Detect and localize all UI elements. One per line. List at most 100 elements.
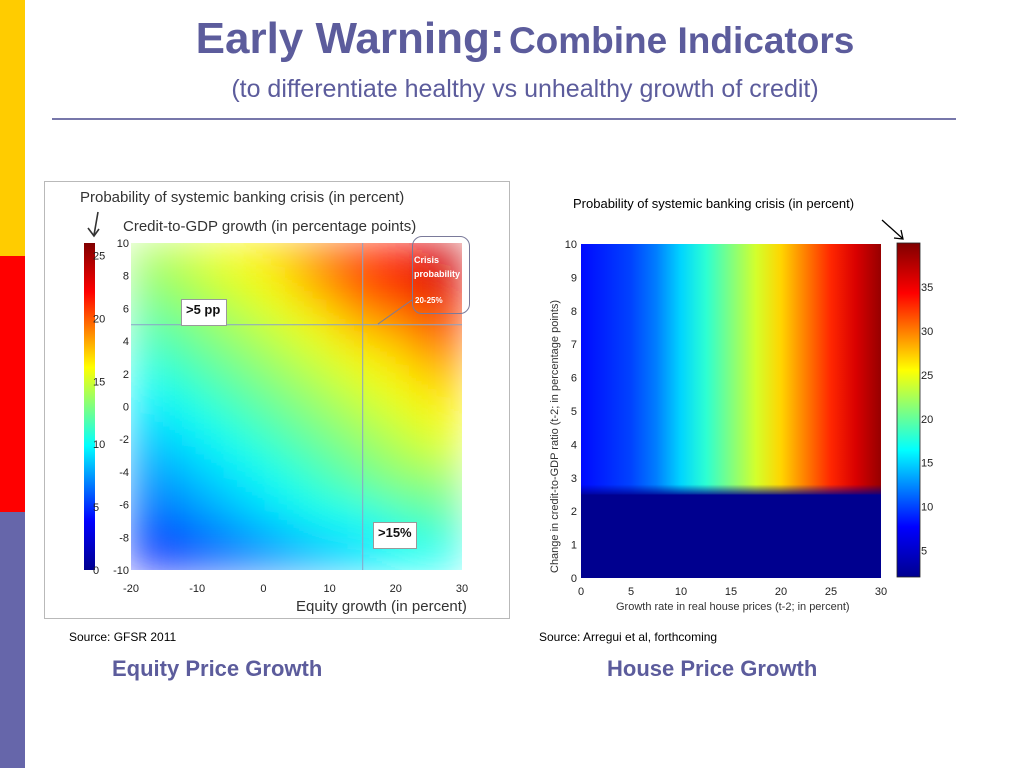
left-source-note: Source: GFSR 2011 <box>69 630 177 644</box>
equity-threshold-annotation: >15% <box>373 522 417 549</box>
left-heatmap-cell <box>254 536 298 570</box>
left-heatmap-cell <box>131 438 174 473</box>
left-heatmap-cell <box>171 243 215 277</box>
left-heatmap-cell <box>254 503 298 539</box>
left-chart-subtitle: Credit-to-GDP growth (in percentage poin… <box>123 218 416 235</box>
slide-title: Early Warning: Combine Indicators <box>25 14 1024 64</box>
right-colorbar-tick-label: 5 <box>921 546 927 558</box>
left-heatmap-cell <box>131 340 174 375</box>
left-heatmap-cell <box>171 405 215 441</box>
left-heatmap-cell <box>131 372 174 408</box>
left-heatmap-cell <box>336 274 381 310</box>
left-heatmap-cell <box>131 503 174 539</box>
left-heatmap-cell <box>131 274 174 310</box>
title-divider <box>52 118 956 120</box>
left-heatmap-cell <box>378 438 422 473</box>
right-y-tick-label: 0 <box>571 573 577 585</box>
right-y-tick-label: 7 <box>571 339 577 351</box>
left-heatmap-cell <box>295 372 339 408</box>
right-x-tick-label: 0 <box>578 586 584 598</box>
left-heatmap-cell <box>295 536 339 570</box>
left-heatmap-chart: Probability of systemic banking crisis (… <box>80 189 468 615</box>
right-x-tick-label: 10 <box>675 586 687 598</box>
right-x-axis-title: Growth rate in real house prices (t-2; i… <box>616 601 850 613</box>
accent-bar-yellow <box>0 0 25 256</box>
left-heatmap-cell <box>419 438 462 473</box>
left-colorbar-tick-label: 5 <box>93 502 99 514</box>
left-x-tick-label: 20 <box>390 583 402 595</box>
left-heatmap-cell <box>171 372 215 408</box>
right-y-tick-label: 2 <box>571 506 577 518</box>
right-colorbar-tick-label: 15 <box>921 458 933 470</box>
right-heatmap-upper <box>581 244 881 495</box>
left-heatmap-cell <box>171 470 215 506</box>
slide-subtitle: (to differentiate healthy vs unhealthy g… <box>231 75 819 103</box>
left-y-tick-label: 4 <box>123 336 129 348</box>
left-x-tick-label: 30 <box>456 583 468 595</box>
right-x-tick-label: 20 <box>775 586 787 598</box>
left-heatmap-cell <box>171 503 215 539</box>
right-x-tick-label: 30 <box>875 586 887 598</box>
right-y-tick-label: 1 <box>571 540 577 552</box>
left-heatmap-cell <box>212 372 257 408</box>
left-heatmap-cell <box>419 372 462 408</box>
right-source-note: Source: Arregui et al, forthcoming <box>539 630 718 644</box>
crisis-callout-box <box>412 236 470 314</box>
left-colorbar-tick-label: 0 <box>93 565 99 577</box>
right-x-tick-label: 15 <box>725 586 737 598</box>
left-heatmap-cell <box>131 470 174 506</box>
right-y-tick-label: 5 <box>571 406 577 418</box>
left-x-axis-title: Equity growth (in percent) <box>296 598 467 615</box>
left-y-tick-label: 0 <box>123 402 129 414</box>
slide-title-sub: Combine Indicators <box>508 20 855 61</box>
left-heatmap-cell <box>295 438 339 473</box>
left-heatmap-cell <box>419 503 462 539</box>
left-x-tick-label: 0 <box>260 583 266 595</box>
left-heatmap-cell <box>254 405 298 441</box>
left-heatmap-cell <box>336 340 381 375</box>
right-y-axis-title: Change in credit-to-GDP ratio (t-2; in p… <box>549 300 561 573</box>
left-y-tick-label: -2 <box>119 434 129 446</box>
right-heatmap-transition <box>581 484 881 497</box>
left-heatmap-cell <box>254 438 298 473</box>
left-heatmap-cell <box>212 470 257 506</box>
right-y-tick-label: 6 <box>571 373 577 385</box>
right-arrow-icon <box>881 219 904 240</box>
left-heatmap-cell <box>254 470 298 506</box>
left-heatmap-cell <box>378 340 422 375</box>
left-colorbar-tick-label: 15 <box>93 376 105 388</box>
right-y-tick-label: 8 <box>571 306 577 318</box>
left-heatmap-cell <box>419 274 462 310</box>
left-heatmap-cell <box>295 274 339 310</box>
left-y-tick-label: -8 <box>119 532 129 544</box>
left-heatmap-cell <box>171 340 215 375</box>
left-heatmap-cell <box>212 536 257 570</box>
right-colorbar-title: Probability of systemic banking crisis (… <box>573 196 855 211</box>
left-heatmap-cell <box>419 536 462 570</box>
left-x-tick-label: -10 <box>189 583 205 595</box>
left-colorbar-tick-label: 25 <box>93 251 105 263</box>
left-heatmap-cell <box>254 274 298 310</box>
left-colorbar-tick-label: 10 <box>93 439 105 451</box>
right-x-tick-label: 5 <box>628 586 634 598</box>
right-colorbar-tick-label: 25 <box>921 370 933 382</box>
right-y-tick-label: 10 <box>565 239 577 251</box>
left-arrow-icon <box>87 211 100 238</box>
right-y-tick-label: 4 <box>571 439 577 451</box>
left-x-tick-label: 10 <box>323 583 335 595</box>
left-heatmap-cell <box>419 340 462 375</box>
left-heatmap-cell <box>336 438 381 473</box>
crisis-callout-line1: Crisis <box>414 255 440 265</box>
slide-title-main: Early Warning: <box>195 14 505 63</box>
right-colorbar-tick-label: 35 <box>921 282 933 294</box>
left-y-tick-label: 8 <box>123 271 129 283</box>
left-chart-caption: Equity Price Growth <box>112 656 323 681</box>
crisis-callout-line2: probability <box>414 269 461 279</box>
left-y-tick-label: -6 <box>119 500 129 512</box>
left-heatmap-cell <box>419 243 462 277</box>
left-heatmap-cell <box>171 536 215 570</box>
left-heatmap-cell <box>336 405 381 441</box>
left-heatmap-cell <box>336 372 381 408</box>
right-colorbar-tick-label: 20 <box>921 414 933 426</box>
right-y-tick-label: 3 <box>571 473 577 485</box>
